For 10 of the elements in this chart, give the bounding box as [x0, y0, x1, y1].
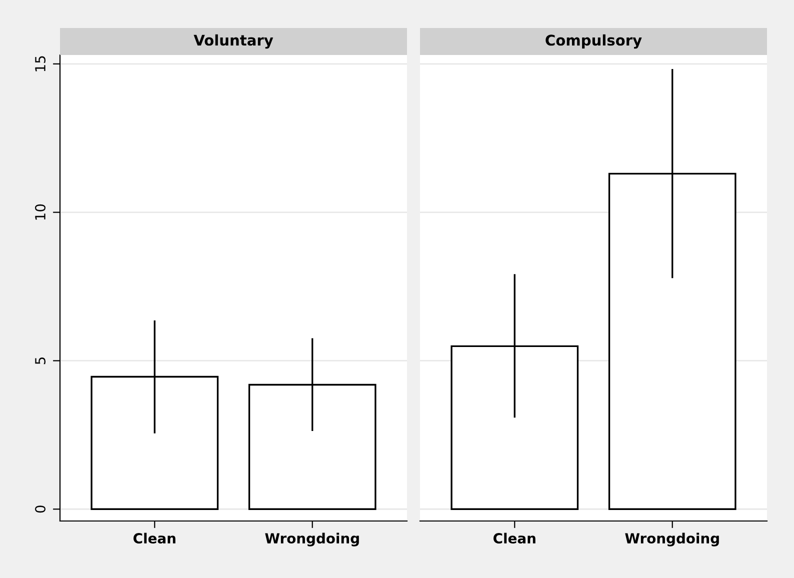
x-tick-label: Clean — [134, 532, 176, 544]
y-tick-label: 15 — [35, 56, 46, 72]
y-tick-label: 5 — [35, 358, 46, 364]
y-tick-label: 0 — [35, 506, 46, 513]
chart-title: Compulsory — [546, 34, 642, 49]
chart-title: Voluntary — [194, 34, 274, 49]
y-tick-label: 10 — [35, 204, 46, 220]
x-tick-label: Wrongdoing — [265, 532, 359, 546]
x-tick-label: Wrongdoing — [625, 532, 719, 546]
x-tick-label: Clean — [494, 532, 536, 544]
